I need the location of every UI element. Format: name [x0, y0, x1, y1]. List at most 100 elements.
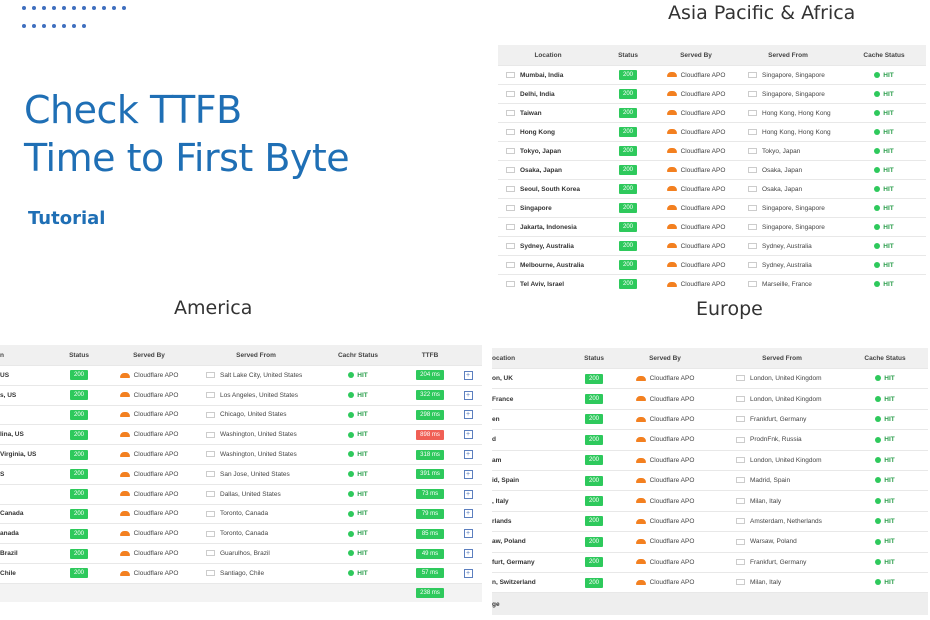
served-from-cell: Dallas, United States [202, 483, 310, 505]
flag-icon [748, 90, 757, 97]
col-header-status: Status [62, 345, 96, 366]
location-cell: , Italy [492, 490, 580, 512]
flag-icon [506, 281, 515, 288]
status-cell: 200 [598, 141, 658, 161]
served-by-cell: Cloudflare APO [96, 424, 202, 445]
expand-plus-icon[interactable]: + [463, 509, 473, 519]
served-from-cell: Toronto, Canada [202, 503, 310, 524]
flag-icon [748, 71, 757, 78]
served-by-cell: Cloudflare APO [658, 255, 734, 275]
flag-icon [736, 416, 745, 423]
served-from-cell: Singapore, Singapore [734, 198, 842, 218]
col-header-served-by: Served By [608, 348, 722, 369]
status-badge: 200 [618, 146, 637, 156]
cloudflare-icon [635, 375, 646, 381]
cloudflare-icon [666, 205, 677, 211]
location-cell: rlands [492, 510, 580, 532]
cloudflare-icon [666, 243, 677, 249]
flag-icon [736, 477, 745, 484]
table-row: Sydney, Australia 200 Cloudflare APO Sydney… [498, 236, 926, 256]
status-badge: 200 [584, 557, 603, 568]
served-from-text: London, United Kingdom [750, 395, 822, 403]
served-from-text: Chicago, United States [220, 411, 287, 419]
cloudflare-icon [635, 396, 646, 402]
cache-status-cell: HIT [310, 365, 406, 386]
status-badge: 200 [69, 409, 88, 420]
cache-status-cell: HIT [842, 367, 928, 389]
cache-status-cell: HIT [842, 408, 928, 430]
location-text: Melbourne, Australia [520, 261, 585, 269]
served-from-cell: Washington, United States [202, 444, 310, 465]
cache-status-text: HIT [884, 375, 895, 383]
location-cell: s, US [0, 384, 62, 406]
expand-plus-icon[interactable]: + [463, 410, 473, 420]
expand-plus-icon[interactable]: + [463, 450, 473, 460]
check-circle-icon [874, 242, 881, 249]
expand-plus-icon[interactable]: + [463, 430, 473, 440]
flag-icon [506, 204, 515, 211]
cache-status-cell: HIT [842, 274, 926, 292]
location-text: s, US [0, 391, 17, 399]
served-by-cell: Cloudflare APO [608, 449, 722, 471]
served-by-text: Cloudflare APO [680, 109, 726, 117]
expand-cell: + [454, 444, 482, 465]
expand-plus-icon[interactable]: + [463, 390, 473, 400]
location-text: Seoul, South Korea [520, 185, 580, 193]
served-by-text: Cloudflare APO [133, 411, 179, 419]
location-cell: am [492, 449, 580, 471]
location-cell: en [492, 408, 580, 430]
location-text: Sydney, Australia [520, 242, 574, 250]
served-by-cell: Cloudflare APO [658, 160, 734, 180]
flag-icon [206, 510, 215, 517]
flag-icon [748, 261, 757, 268]
expand-plus-icon[interactable]: + [463, 489, 473, 499]
location-cell: Seoul, South Korea [498, 179, 598, 199]
served-by-text: Cloudflare APO [649, 477, 695, 485]
served-from-cell: Tokyo, Japan [734, 141, 842, 161]
status-badge: 200 [584, 434, 603, 445]
table-row: Chile 200 Cloudflare APO Santiago, Chile HIT… [0, 562, 482, 584]
served-from-cell: London, United Kingdom [722, 449, 842, 471]
served-by-text: Cloudflare APO [680, 147, 726, 155]
served-from-text: Madrid, Spain [750, 477, 791, 485]
cache-status-cell: HIT [310, 483, 406, 505]
served-from-text: Sydney, Australia [762, 261, 812, 269]
status-cell: 200 [62, 424, 96, 445]
location-cell: Brazil [0, 543, 62, 564]
served-by-cell: Cloudflare APO [658, 84, 734, 104]
cache-status-cell: HIT [310, 444, 406, 465]
check-circle-icon [875, 395, 882, 402]
cache-status-text: HIT [883, 90, 894, 98]
cache-status-text: HIT [883, 128, 894, 136]
cloudflare-icon [635, 437, 646, 443]
expand-plus-icon[interactable]: + [463, 549, 473, 559]
flag-icon [736, 395, 745, 402]
status-badge: 200 [584, 496, 603, 507]
expand-plus-icon[interactable]: + [463, 529, 473, 539]
expand-plus-icon[interactable]: + [463, 568, 473, 578]
served-by-text: Cloudflare APO [649, 375, 695, 383]
status-badge: 200 [69, 508, 88, 519]
status-cell: 200 [598, 255, 658, 275]
expand-cell: + [454, 424, 482, 445]
cloudflare-icon [119, 531, 130, 537]
flag-icon [506, 166, 515, 173]
location-cell: Taiwan [498, 103, 598, 123]
location-text: en [492, 415, 500, 423]
ttfb-badge: 57 ms [416, 568, 444, 579]
col-header-cache-status: Cachr Status [310, 345, 406, 366]
expand-plus-icon[interactable]: + [463, 469, 473, 479]
expand-plus-icon[interactable]: + [463, 370, 473, 380]
cache-status-cell: HIT [842, 571, 928, 593]
status-cell: 200 [62, 562, 96, 584]
check-circle-icon [875, 416, 882, 423]
served-by-cell: Cloudflare APO [658, 141, 734, 161]
status-badge: 200 [584, 516, 603, 527]
ttfb-cell: 85 ms [406, 523, 454, 544]
col-header-ttfb: TTFB [406, 345, 454, 366]
status-cell: 200 [598, 236, 658, 256]
cache-status-cell: HIT [310, 404, 406, 425]
served-by-cell: Cloudflare APO [96, 444, 202, 465]
flag-icon [506, 90, 515, 97]
table-row: furt, Germany 200 Cloudflare APO Frankfurt,… [492, 551, 928, 573]
